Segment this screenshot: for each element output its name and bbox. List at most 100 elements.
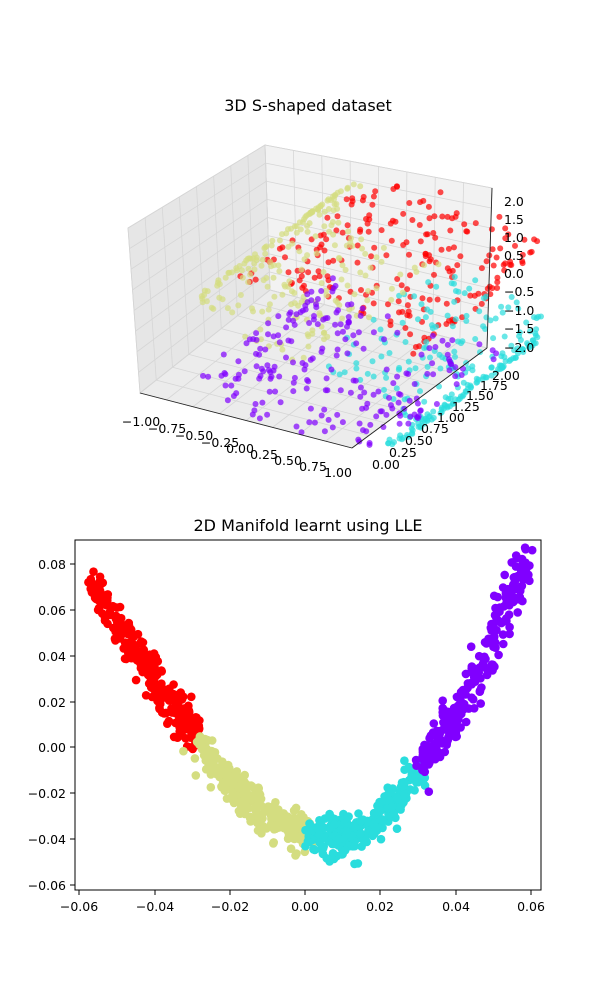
scatter-point-3d: [430, 408, 437, 415]
scatter-point-3d: [342, 266, 349, 273]
scatter-point-3d: [258, 262, 265, 269]
scatter-point-3d: [472, 336, 479, 342]
scatter-point-3d: [359, 245, 365, 252]
scatter-point-3d: [332, 297, 339, 304]
scatter-point-3d: [306, 320, 313, 326]
scatter-point-3d: [360, 193, 367, 200]
scatter-point-3d: [323, 287, 330, 294]
z-tick-labels-3d: −2.0 −1.5 −1.0 −0.5 0.0 0.5 1.0 1.5 2.0: [504, 194, 534, 355]
scatter-point-3d: [334, 411, 341, 418]
scatter-point-3d: [306, 419, 313, 426]
scatter-point-3d: [345, 314, 352, 320]
scatter-point-3d: [492, 315, 499, 322]
scatter-point-2d: [178, 723, 188, 732]
scatter-point-3d: [492, 369, 499, 376]
scatter-point-3d: [496, 213, 503, 220]
chart-2d-title: 2D Manifold learnt using LLE: [193, 516, 422, 535]
scatter-point-3d: [460, 365, 466, 372]
scatter-point-3d: [263, 243, 270, 250]
scatter-point-2d: [452, 710, 461, 719]
scatter-point-2d: [234, 806, 244, 816]
scatter-point-3d: [427, 354, 433, 361]
scatter-point-3d: [224, 305, 231, 312]
scatter-point-3d: [201, 292, 208, 298]
scatter-point-3d: [512, 355, 519, 361]
scatter-point-3d: [383, 366, 390, 373]
scatter-point-2d: [206, 770, 216, 779]
scatter-point-3d: [266, 388, 273, 395]
z-axis-line: [486, 187, 493, 349]
scatter-point-3d: [309, 355, 316, 362]
scatter-point-3d: [361, 389, 368, 396]
scatter-point-3d: [318, 288, 325, 294]
scatter-point-3d: [473, 375, 480, 382]
scatter-point-2d: [291, 851, 300, 860]
scatter-point-3d: [426, 413, 433, 420]
scatter-point-3d: [339, 229, 346, 236]
scatter-point-3d: [388, 402, 394, 409]
scatter-point-3d: [402, 339, 409, 345]
scatter-point-3d: [319, 345, 326, 352]
y3d-tick-label: 0.50: [405, 433, 433, 448]
scatter-point-3d: [249, 305, 255, 312]
scatter-point-3d: [357, 226, 364, 233]
scatter-point-3d: [293, 423, 300, 430]
scatter-point-3d: [350, 181, 357, 188]
scatter-point-2d: [400, 756, 409, 765]
scatter-point-3d: [279, 291, 286, 298]
scatter-point-3d: [519, 258, 526, 265]
z3d-tick-label: 0.5: [504, 248, 524, 263]
scatter-point-2d: [174, 696, 184, 706]
scatter-point-3d: [534, 334, 541, 341]
scatter-point-3d: [381, 386, 387, 393]
scatter-point-3d: [450, 400, 457, 407]
scatter-point-2d: [438, 696, 448, 705]
scatter-point-3d: [334, 346, 341, 353]
scatter-point-3d: [328, 366, 335, 373]
scatter-point-2d: [224, 764, 234, 774]
scatter-point-3d: [275, 262, 282, 269]
scatter-point-2d: [186, 726, 196, 735]
y-tick-label: 0.04: [38, 649, 66, 664]
scatter-point-2d: [527, 545, 537, 555]
scatter-point-3d: [467, 292, 474, 299]
scatter-point-3d: [354, 259, 361, 266]
scatter-point-3d: [375, 388, 382, 395]
scatter-point-3d: [430, 230, 437, 236]
scatter-point-2d: [153, 696, 162, 706]
scatter-point-3d: [313, 301, 319, 308]
scatter-point-3d: [321, 208, 328, 215]
scatter-point-2d: [188, 714, 197, 724]
scatter-point-3d: [407, 272, 413, 279]
scatter-point-3d: [304, 228, 311, 235]
y3d-tick-label: 1.25: [452, 399, 480, 414]
scatter-point-3d: [301, 282, 307, 289]
scatter-point-3d: [451, 348, 458, 355]
scatter-point-3d: [222, 274, 229, 281]
scatter-point-3d: [256, 351, 263, 358]
scatter-point-2d: [432, 749, 442, 758]
scatter-point-3d: [338, 276, 345, 283]
scatter-point-2d: [326, 812, 336, 822]
scatter-point-3d: [301, 216, 307, 223]
scatter-point-3d: [265, 367, 272, 373]
scatter-point-3d: [339, 315, 345, 322]
scatter-point-3d: [290, 388, 297, 395]
scatter-point-3d: [219, 296, 226, 303]
scatter-point-2d: [191, 771, 201, 780]
scatter-point-3d: [426, 215, 433, 222]
scatter-point-3d: [368, 253, 375, 260]
scatter-point-3d: [220, 351, 227, 358]
scatter-point-3d: [353, 340, 360, 347]
scatter-point-3d: [415, 316, 421, 323]
scatter-point-3d: [429, 360, 436, 367]
scatter-point-3d: [357, 269, 364, 276]
scatter-point-2d: [480, 652, 489, 662]
scatter-point-3d: [394, 276, 401, 282]
scatter-point-3d: [221, 370, 228, 376]
scatter-point-3d: [476, 341, 483, 348]
scatter-point-3d: [342, 336, 349, 343]
scatter-point-3d: [264, 362, 271, 369]
scatter-point-3d: [286, 278, 293, 285]
scatter-point-3d: [337, 321, 344, 328]
